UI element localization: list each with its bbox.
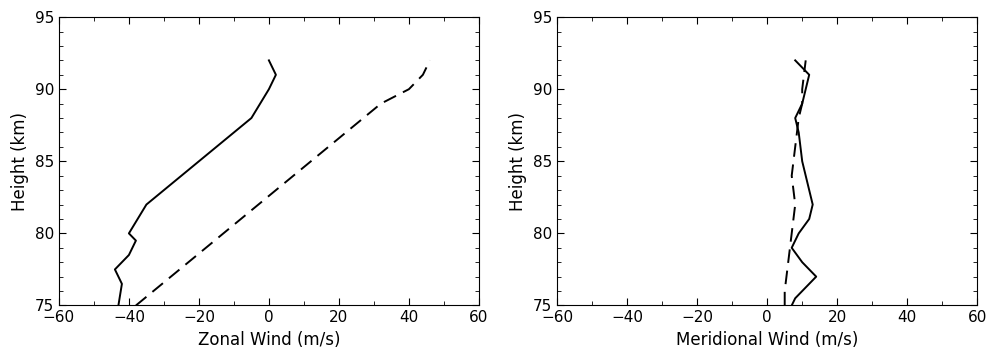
Y-axis label: Height (km): Height (km): [11, 112, 29, 211]
Y-axis label: Height (km): Height (km): [509, 112, 527, 211]
X-axis label: Zonal Wind (m/s): Zonal Wind (m/s): [198, 331, 340, 349]
X-axis label: Meridional Wind (m/s): Meridional Wind (m/s): [676, 331, 858, 349]
